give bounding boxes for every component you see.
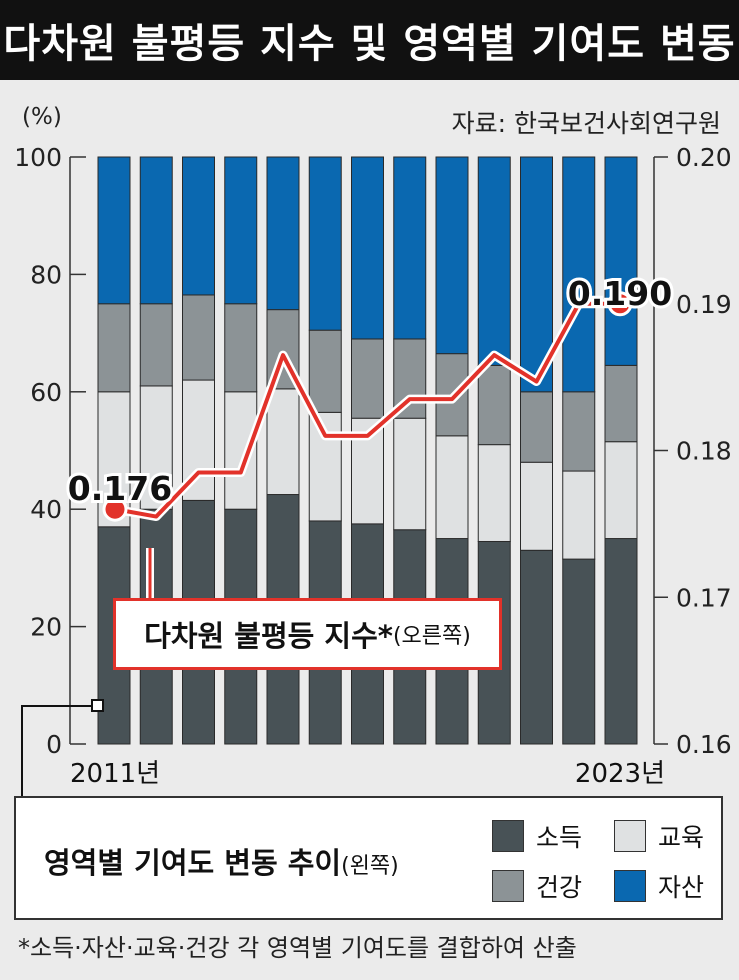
legend: 영역별 기여도 변동 추이(왼쪽) 소득 교육 건강 자산 xyxy=(14,796,723,920)
source-note: 자료: 한국보건사회연구원 xyxy=(451,109,721,138)
right-axis-tick-label: 0.19 xyxy=(676,290,732,319)
right-axis-tick-label: 0.20 xyxy=(676,143,732,172)
bar-segment-assets xyxy=(351,156,384,340)
left-axis-tick-label: 80 xyxy=(30,260,62,289)
legend-item-health: 건강 xyxy=(492,868,582,904)
legend-swatch-income xyxy=(492,820,524,852)
legend-swatch-assets xyxy=(614,870,646,902)
legend-label-assets: 자산 xyxy=(658,873,705,902)
line-point-first xyxy=(102,496,128,522)
bar-segment-education xyxy=(562,470,596,560)
bar-segment-assets xyxy=(97,156,131,305)
x-axis-category-label: 2011년 xyxy=(70,759,160,789)
left-axis-unit: (%) xyxy=(22,104,62,130)
bar-segment-assets xyxy=(139,156,173,305)
legend-label-health: 건강 xyxy=(536,873,583,902)
bar-segment-education xyxy=(266,388,300,496)
bar-segment-assets xyxy=(477,156,511,366)
bar-segment-assets xyxy=(182,156,215,296)
left-axis-tick-label: 100 xyxy=(14,143,62,172)
bar-segment-health xyxy=(351,338,384,419)
bar-segment-health xyxy=(308,329,342,413)
data-label-first: 0.176 xyxy=(68,469,172,508)
legend-connector-marker xyxy=(91,699,104,712)
legend-title-main: 영역별 기여도 변동 추이 xyxy=(44,846,342,880)
bar-segment-assets xyxy=(224,156,258,305)
bar-segment-assets xyxy=(308,156,342,331)
bar-segment-health xyxy=(604,364,638,443)
legend-swatch-health xyxy=(492,870,524,902)
bar-segment-health xyxy=(520,391,553,463)
bar-segment-assets xyxy=(562,156,596,393)
left-axis-tick-label: 40 xyxy=(30,495,62,524)
bar-segment-education xyxy=(477,444,511,542)
bar-segment-education xyxy=(393,417,427,531)
legend-item-income: 소득 xyxy=(492,818,582,854)
bar-segment-education xyxy=(435,435,469,540)
line-point-last xyxy=(607,291,633,317)
bar-segment-assets xyxy=(266,156,300,311)
bar-segment-assets xyxy=(604,156,638,366)
bar-segment-education xyxy=(520,461,553,551)
left-axis-tick-label: 0 xyxy=(46,730,62,759)
bar-segment-education xyxy=(604,441,638,540)
bar-segment-health xyxy=(97,303,131,393)
bar-segment-income xyxy=(604,538,638,745)
x-axis-category-label: 2023년 xyxy=(575,759,665,789)
chart-area: 0 20 40 60 80 100 0.16 0.17 0.18 0.19 0.20 2011년 202… xyxy=(14,143,732,800)
right-axis-tick-label: 0.16 xyxy=(676,730,732,759)
line-series-label-sub: (오른쪽) xyxy=(392,624,471,649)
bar-segment-health xyxy=(182,294,215,381)
left-axis-tick-label: 60 xyxy=(30,378,62,407)
bar-segment-health xyxy=(139,303,173,387)
legend-item-education: 교육 xyxy=(614,818,704,854)
legend-label-education: 교육 xyxy=(658,823,705,852)
data-label-last: 0.190 xyxy=(568,274,672,313)
bar-segment-assets xyxy=(393,156,427,340)
bar-segment-health xyxy=(224,303,258,393)
bar-segment-health xyxy=(562,391,596,472)
bar-segment-income xyxy=(520,549,553,745)
legend-title-sub: (왼쪽) xyxy=(341,854,399,879)
right-axis-tick-label: 0.18 xyxy=(676,437,732,466)
legend-item-assets: 자산 xyxy=(614,868,704,904)
bar-segment-health xyxy=(477,364,511,446)
right-axis-tick-label: 0.17 xyxy=(676,583,732,612)
bar-segment-assets xyxy=(435,156,469,355)
line-series-label: 다차원 불평등 지수* (오른쪽) xyxy=(113,598,502,670)
footnote: *소득·자산·교육·건강 각 영역별 기여도를 결합하여 산출 xyxy=(18,934,577,962)
legend-label-income: 소득 xyxy=(536,823,583,852)
line-series-label-main: 다차원 불평등 지수* xyxy=(144,619,393,653)
bar-segment-income xyxy=(562,558,596,745)
bar-segment-education xyxy=(139,385,173,510)
legend-swatch-education xyxy=(614,820,646,852)
left-axis-tick-label: 20 xyxy=(30,613,62,642)
chart-title: 다차원 불평등 지수 및 영역별 기여도 변동 xyxy=(0,0,739,80)
legend-title: 영역별 기여도 변동 추이(왼쪽) xyxy=(44,840,399,882)
line-series xyxy=(114,301,620,519)
legend-connector-line xyxy=(21,705,98,800)
